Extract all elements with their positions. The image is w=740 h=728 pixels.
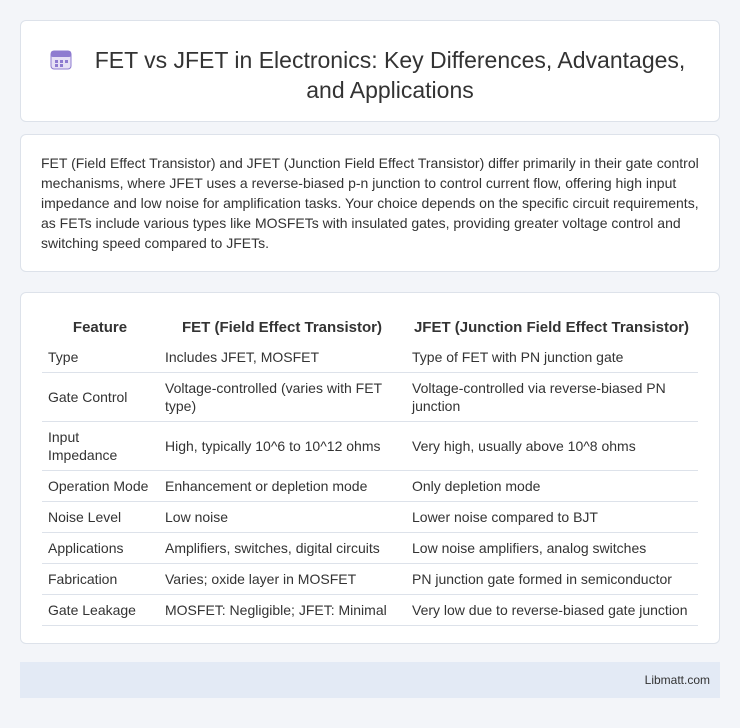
table-cell: MOSFET: Negligible; JFET: Minimal — [158, 594, 406, 626]
column-header: Feature — [42, 313, 159, 342]
table-cell: Input Impedance — [42, 421, 159, 471]
table-cell: Applications — [42, 532, 159, 564]
table-cell: Lower noise compared to BJT — [405, 501, 698, 533]
table-cell: Very high, usually above 10^8 ohms — [405, 421, 698, 471]
table-card: Feature FET (Field Effect Transistor) JFET… — [20, 292, 720, 644]
title: FET vs JFET in Electronics: Key Differen… — [94, 47, 686, 103]
table-row: Gate Leakage MOSFET: Negligible; JFET: Mi… — [42, 594, 698, 626]
table-cell: PN junction gate formed in semiconductor — [405, 563, 698, 595]
table-cell: Enhancement or depletion mode — [158, 470, 406, 502]
table-row: Operation Mode Enhancement or depletion m… — [42, 470, 698, 502]
table-cell: Type of FET with PN junction gate — [405, 342, 698, 373]
table-cell: Voltage-controlled (varies with FET type… — [158, 372, 406, 422]
table-cell: Type — [42, 342, 159, 373]
table-cell: Varies; oxide layer in MOSFET — [158, 563, 406, 595]
table-cell: Noise Level — [42, 501, 159, 533]
table-row: Gate Control Voltage-controlled (varies w… — [42, 372, 698, 422]
table-cell: Operation Mode — [42, 470, 159, 502]
table-cell: Gate Control — [42, 372, 159, 422]
table-cell: High, typically 10^6 to 10^12 ohms — [158, 421, 406, 471]
table-row: Type Includes JFET, MOSFET Type of FET wit… — [42, 342, 698, 373]
table-cell: Includes JFET, MOSFET — [158, 342, 406, 373]
table-row: Fabrication Varies; oxide layer in MOSFET… — [42, 563, 698, 595]
table-cell: Fabrication — [42, 563, 159, 595]
table-row: Applications Amplifiers, switches, digita… — [42, 532, 698, 564]
source: Libmatt.com — [644, 673, 710, 687]
intro-text: FET (Field Effect Transistor) and JFET (… — [41, 155, 699, 251]
table-cell: Gate Leakage — [42, 594, 159, 626]
table-cell: Very low due to reverse-biased gate junc… — [405, 594, 698, 626]
table-row: Noise Level Low noise Lower noise compared… — [42, 501, 698, 533]
comparison-table: Feature FET (Field Effect Transistor) JFET… — [42, 313, 698, 626]
column-header: FET (Field Effect Transistor) — [158, 313, 406, 342]
table-row: Input Impedance High, typically 10^6 to 1… — [42, 421, 698, 471]
calendar-icon — [50, 50, 72, 70]
table-cell: Amplifiers, switches, digital circuits — [158, 532, 406, 564]
table-cell: Low noise amplifiers, analog switches — [405, 532, 698, 564]
header: FET vs JFET in Electronics: Key Differen… — [20, 20, 720, 122]
footer: Libmatt.com — [20, 662, 720, 698]
header-row: Feature FET (Field Effect Transistor) JFET… — [42, 313, 698, 342]
intro-card: FET (Field Effect Transistor) and JFET (… — [20, 134, 720, 272]
table-cell: Only depletion mode — [405, 470, 698, 502]
table-cell: Voltage-controlled via reverse-biased PN… — [405, 372, 698, 422]
table-cell: Low noise — [158, 501, 406, 533]
column-header: JFET (Junction Field Effect Transistor) — [405, 313, 698, 342]
